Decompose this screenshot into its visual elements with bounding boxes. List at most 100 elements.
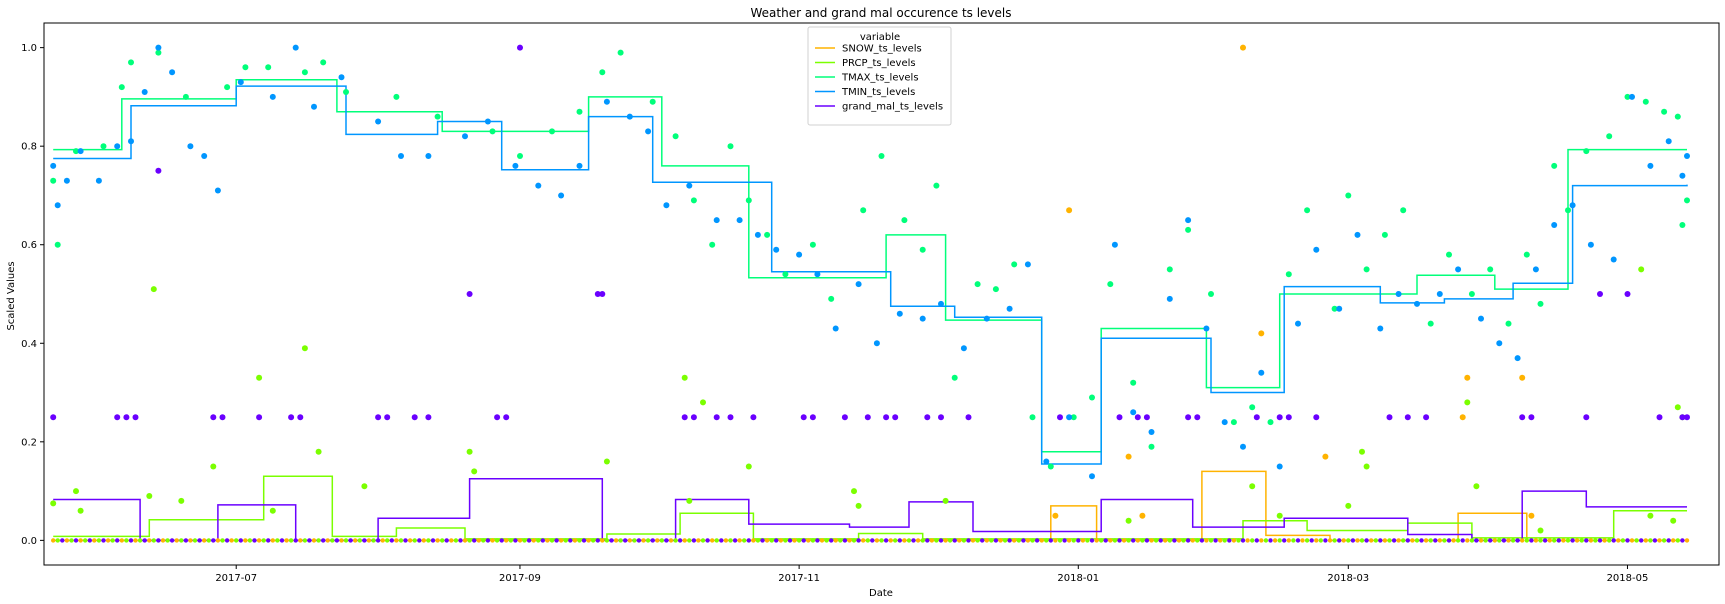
zero-value-point — [394, 538, 399, 543]
zero-value-point — [1369, 538, 1374, 543]
zero-value-point — [142, 538, 147, 543]
data-point-grand_mal_ts_levels — [965, 414, 972, 421]
zero-value-point — [307, 538, 312, 543]
zero-value-point — [1016, 538, 1021, 543]
zero-value-point — [1625, 538, 1630, 543]
data-point-TMIN_ts_levels — [1496, 340, 1503, 347]
zero-value-point — [1195, 538, 1200, 543]
zero-value-point — [458, 538, 463, 543]
zero-value-point — [1117, 538, 1122, 543]
zero-value-point — [147, 538, 152, 543]
data-point-PRCP_ts_levels — [50, 500, 57, 507]
data-point-grand_mal_ts_levels — [809, 414, 816, 421]
data-point-TMIN_ts_levels — [1395, 291, 1402, 297]
x-tick-label: 2018-03 — [1327, 573, 1369, 584]
zero-value-point — [1341, 538, 1346, 543]
data-point-TMAX_ts_levels — [1345, 192, 1352, 199]
legend-label-TMAX_ts_levels: TMAX_ts_levels — [841, 73, 919, 84]
data-point-TMAX_ts_levels — [73, 148, 79, 155]
data-point-TMIN_ts_levels — [736, 217, 743, 224]
zero-value-point — [124, 538, 129, 543]
x-axis-label: Date — [869, 588, 893, 599]
data-point-SNOW_ts_levels — [1125, 453, 1132, 460]
zero-value-point — [563, 538, 568, 543]
zero-value-point — [467, 538, 472, 543]
zero-value-point — [137, 538, 143, 543]
zero-value-point — [266, 538, 271, 543]
data-point-grand_mal_ts_levels — [1134, 414, 1141, 421]
zero-value-point — [1309, 538, 1314, 543]
zero-value-point — [801, 538, 806, 543]
data-point-PRCP_ts_levels — [1249, 483, 1256, 490]
data-point-TMAX_ts_levels — [951, 374, 958, 381]
zero-value-point — [321, 538, 326, 543]
x-tick-label: 2018-01 — [1057, 573, 1099, 584]
data-point-TMIN_ts_levels — [462, 133, 468, 140]
data-point-PRCP_ts_levels — [466, 448, 473, 455]
zero-value-point — [115, 538, 120, 543]
zero-value-point — [1185, 538, 1191, 543]
data-point-TMIN_ts_levels — [375, 118, 382, 125]
data-point-grand_mal_ts_levels — [713, 414, 720, 421]
data-point-TMAX_ts_levels — [709, 241, 716, 248]
data-point-TMAX_ts_levels — [1331, 305, 1338, 312]
data-point-SNOW_ts_levels — [1528, 512, 1535, 519]
x-tick-label: 2017-07 — [215, 573, 257, 584]
zero-value-point — [1620, 538, 1626, 543]
zero-value-point — [1373, 538, 1379, 543]
data-point-TMAX_ts_levels — [649, 98, 656, 105]
data-point-PRCP_ts_levels — [1647, 512, 1654, 519]
data-point-TMIN_ts_levels — [1377, 325, 1384, 332]
zero-value-point — [325, 538, 330, 543]
data-point-TMAX_ts_levels — [1661, 108, 1668, 115]
zero-value-point — [1643, 538, 1649, 543]
zero-value-point — [1597, 538, 1603, 543]
zero-value-point — [1666, 538, 1671, 543]
data-point-TMIN_ts_levels — [1679, 172, 1686, 179]
data-point-TMAX_ts_levels — [974, 281, 981, 288]
zero-value-point — [1520, 538, 1525, 543]
y-tick-label: 1.0 — [21, 43, 37, 54]
data-point-TMIN_ts_levels — [1551, 222, 1558, 228]
data-point-grand_mal_ts_levels — [297, 414, 304, 421]
x-tick-label: 2017-11 — [778, 573, 820, 584]
data-point-PRCP_ts_levels — [150, 286, 157, 293]
data-point-TMAX_ts_levels — [1674, 113, 1681, 120]
zero-value-point — [1629, 538, 1635, 543]
zero-value-point — [993, 538, 999, 543]
zero-value-point — [545, 538, 550, 543]
zero-value-point — [966, 538, 971, 543]
data-point-TMIN_ts_levels — [855, 281, 862, 288]
data-point-TMAX_ts_levels — [182, 93, 189, 100]
data-point-TMAX_ts_levels — [1047, 463, 1054, 470]
zero-value-point — [915, 538, 921, 543]
data-point-TMIN_ts_levels — [663, 202, 670, 209]
data-point-TMIN_ts_levels — [773, 246, 780, 253]
zero-value-point — [398, 538, 404, 543]
data-point-TMIN_ts_levels — [1414, 300, 1420, 307]
zero-value-point — [494, 538, 500, 543]
zero-value-point — [229, 538, 234, 543]
zero-value-point — [755, 538, 761, 543]
data-point-TMAX_ts_levels — [1679, 222, 1686, 228]
x-axis: 2017-07 2017-09 2017-11 2018-01 2018-03 2018-… — [215, 565, 1648, 584]
data-point-TMAX_ts_levels — [1166, 266, 1173, 273]
data-point-TMAX_ts_levels — [764, 231, 771, 238]
data-point-TMIN_ts_levels — [338, 74, 345, 81]
data-point-TMAX_ts_levels — [919, 246, 926, 253]
zero-value-point — [1542, 538, 1548, 543]
data-point-TMIN_ts_levels — [1111, 241, 1118, 248]
zero-value-point — [183, 538, 189, 543]
data-point-TMAX_ts_levels — [690, 197, 697, 204]
data-point-grand_mal_ts_levels — [1656, 414, 1663, 421]
data-point-grand_mal_ts_levels — [503, 414, 510, 421]
zero-value-point — [581, 538, 587, 543]
zero-value-point — [1259, 538, 1264, 543]
zero-value-point — [224, 538, 230, 543]
zero-value-point — [1181, 538, 1186, 543]
zero-value-point — [1547, 538, 1552, 543]
zero-value-point — [947, 538, 953, 543]
zero-value-point — [742, 538, 747, 543]
zero-value-point — [554, 538, 559, 543]
data-point-TMAX_ts_levels — [489, 128, 496, 135]
